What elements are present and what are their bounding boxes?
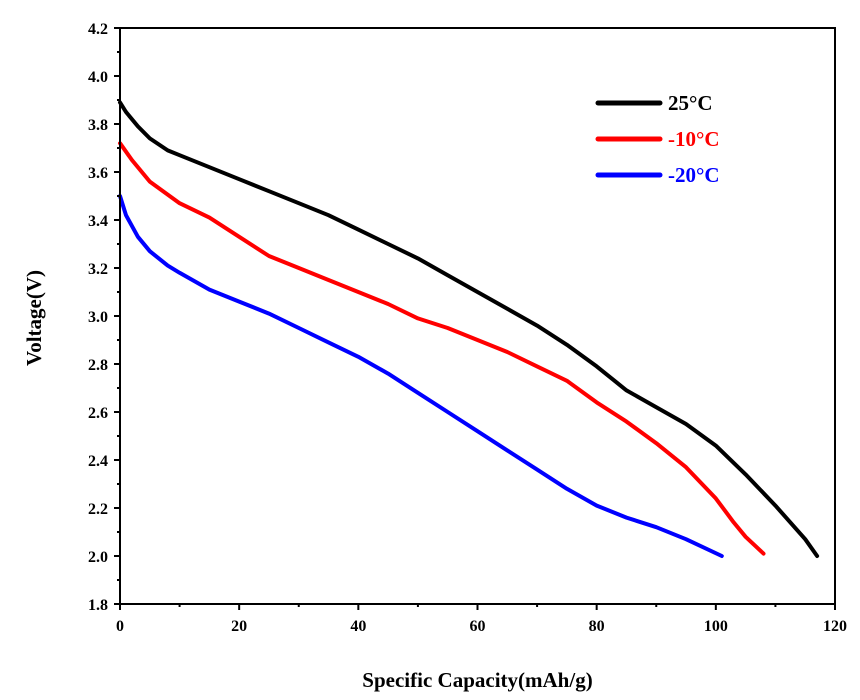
y-tick-label: 2.0	[88, 549, 108, 566]
x-tick-label: 100	[704, 618, 728, 635]
y-tick-label: 3.4	[88, 213, 108, 230]
legend-label-1: -10°C	[668, 127, 720, 151]
y-tick-label: 3.6	[88, 165, 108, 182]
y-tick-label: 3.2	[88, 261, 108, 278]
legend-label-0: 25°C	[668, 91, 713, 115]
x-tick-label: 40	[350, 618, 366, 635]
y-tick-label: 4.0	[88, 69, 108, 86]
x-tick-label: 0	[116, 618, 124, 635]
series-line-2	[118, 194, 724, 558]
series-layer	[118, 100, 820, 558]
y-tick-label: 3.0	[88, 309, 108, 326]
series-line-0	[118, 100, 820, 558]
y-tick-label: 2.2	[88, 501, 108, 518]
y-tick-label: 4.2	[88, 21, 108, 38]
legend-label-2: -20°C	[668, 163, 720, 187]
x-tick-label: 80	[589, 618, 605, 635]
series-line-1	[118, 141, 766, 556]
legend: 25°C -10°C -20°C	[595, 91, 720, 187]
x-tick-label: 120	[823, 618, 847, 635]
y-tick-label: 2.4	[88, 453, 108, 470]
y-tick-label: 2.8	[88, 357, 108, 374]
y-axis-title: Voltage(V)	[22, 270, 46, 366]
x-tick-label: 20	[231, 618, 247, 635]
x-axis-title: Specific Capacity(mAh/g)	[362, 668, 592, 692]
y-tick-label: 3.8	[88, 117, 108, 134]
axes-layer: 0 20 40 60 80 100 120 1.8 2.0 2.2 2.4 2.6 2.8 3.0 3.2 3…	[22, 21, 847, 692]
x-tick-label: 60	[470, 618, 486, 635]
y-tick-label: 1.8	[88, 597, 108, 614]
y-tick-label: 2.6	[88, 405, 108, 422]
